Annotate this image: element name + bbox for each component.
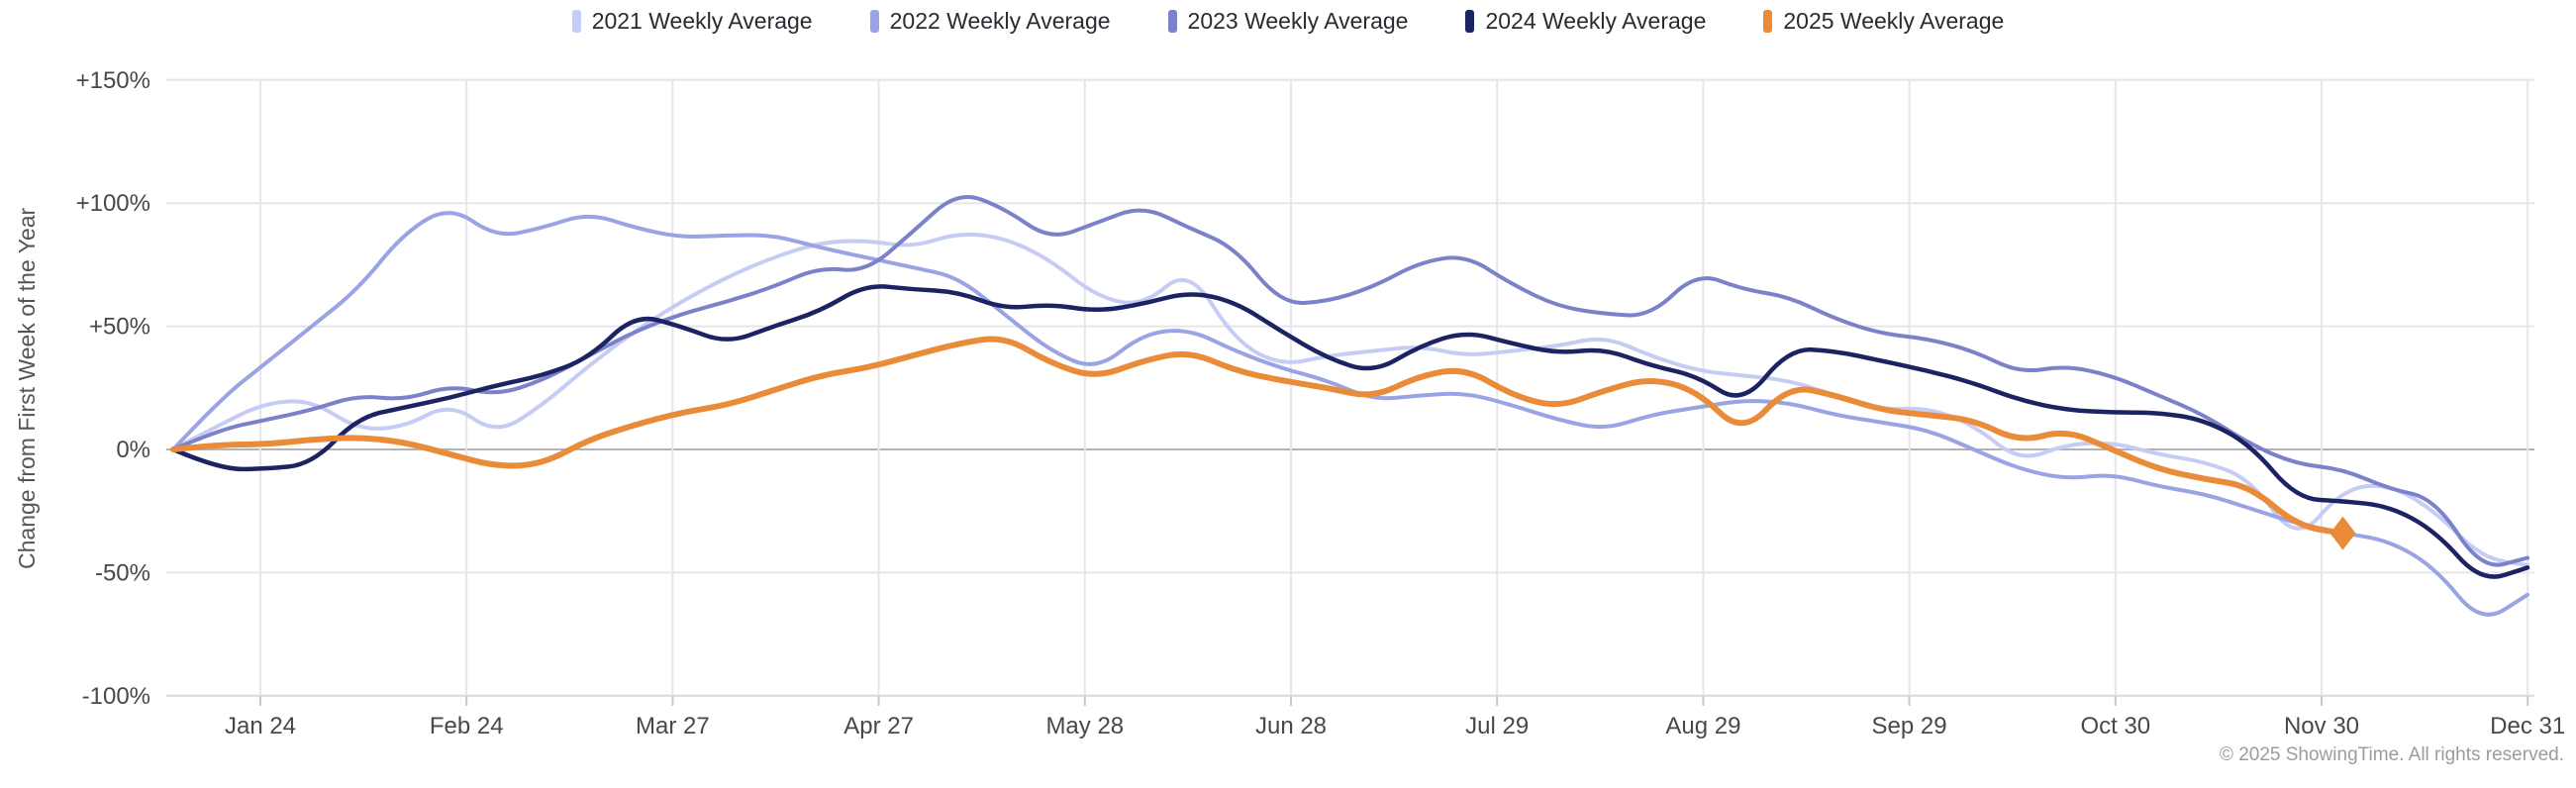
legend-item-2021[interactable]: 2021 Weekly Average [571, 8, 813, 35]
legend-label: 2022 Weekly Average [889, 8, 1111, 34]
x-tick-label: Feb 24 [430, 713, 504, 739]
legend-swatch-icon [869, 10, 879, 33]
legend-label: 2025 Weekly Average [1783, 8, 2005, 34]
series-line-2025[interactable] [170, 336, 2346, 537]
legend-item-2024[interactable]: 2024 Weekly Average [1465, 8, 1706, 35]
x-tick-label: Jul 29 [1465, 713, 1529, 739]
series-line-2024[interactable] [170, 284, 2530, 579]
legend-item-2022[interactable]: 2022 Weekly Average [869, 8, 1111, 35]
legend-label: 2021 Weekly Average [591, 8, 813, 34]
x-tick-label: Sep 29 [1872, 713, 1947, 739]
y-tick-label: +150% [76, 67, 150, 94]
series-line-2021[interactable] [171, 232, 2529, 567]
x-tick-label: Jun 28 [1255, 713, 1327, 739]
x-tick-label: Nov 30 [2284, 713, 2359, 739]
y-tick-label: +100% [76, 190, 150, 217]
legend-label: 2023 Weekly Average [1187, 8, 1409, 34]
series-end-marker-2025[interactable] [2329, 516, 2356, 550]
x-tick-label: Mar 27 [636, 713, 710, 739]
legend-swatch-icon [1167, 10, 1177, 33]
y-tick-label: 0% [116, 437, 150, 463]
legend-label: 2024 Weekly Average [1485, 8, 1707, 34]
legend-item-2025[interactable]: 2025 Weekly Average [1763, 8, 2004, 35]
x-tick-label: May 28 [1045, 713, 1124, 739]
y-tick-label: -100% [82, 683, 150, 710]
y-tick-label: +50% [89, 314, 150, 341]
x-tick-label: Apr 27 [843, 713, 914, 739]
copyright-notice: © 2025 ShowingTime. All rights reserved. [2219, 744, 2564, 765]
x-tick-label: Aug 29 [1665, 713, 1740, 739]
legend-swatch-icon [1465, 10, 1475, 33]
chart-legend: 2021 Weekly Average 2022 Weekly Average 20… [0, 8, 2576, 35]
legend-swatch-icon [571, 10, 581, 33]
x-tick-label: Oct 30 [2080, 713, 2150, 739]
y-axis-title: Change from First Week of the Year [14, 207, 40, 570]
legend-swatch-icon [1763, 10, 1773, 33]
x-tick-label: Jan 24 [225, 713, 296, 739]
y-tick-label: -50% [95, 559, 150, 586]
x-tick-label: Dec 31 [2490, 713, 2565, 739]
legend-item-2023[interactable]: 2023 Weekly Average [1167, 8, 1409, 35]
